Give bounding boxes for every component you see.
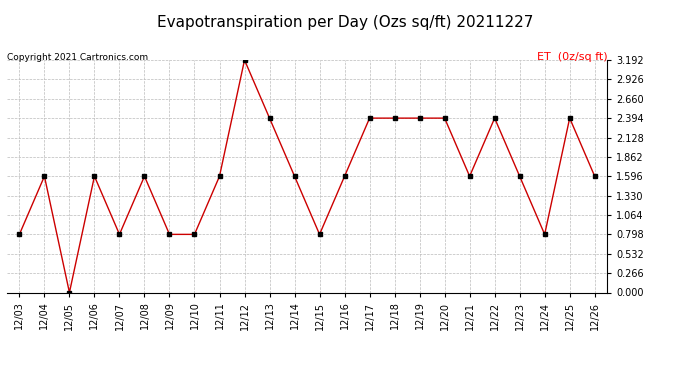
- Text: ET  (0z/sq ft): ET (0z/sq ft): [537, 53, 607, 63]
- Text: Evapotranspiration per Day (Ozs sq/ft) 20211227: Evapotranspiration per Day (Ozs sq/ft) 2…: [157, 15, 533, 30]
- Text: Copyright 2021 Cartronics.com: Copyright 2021 Cartronics.com: [7, 53, 148, 62]
